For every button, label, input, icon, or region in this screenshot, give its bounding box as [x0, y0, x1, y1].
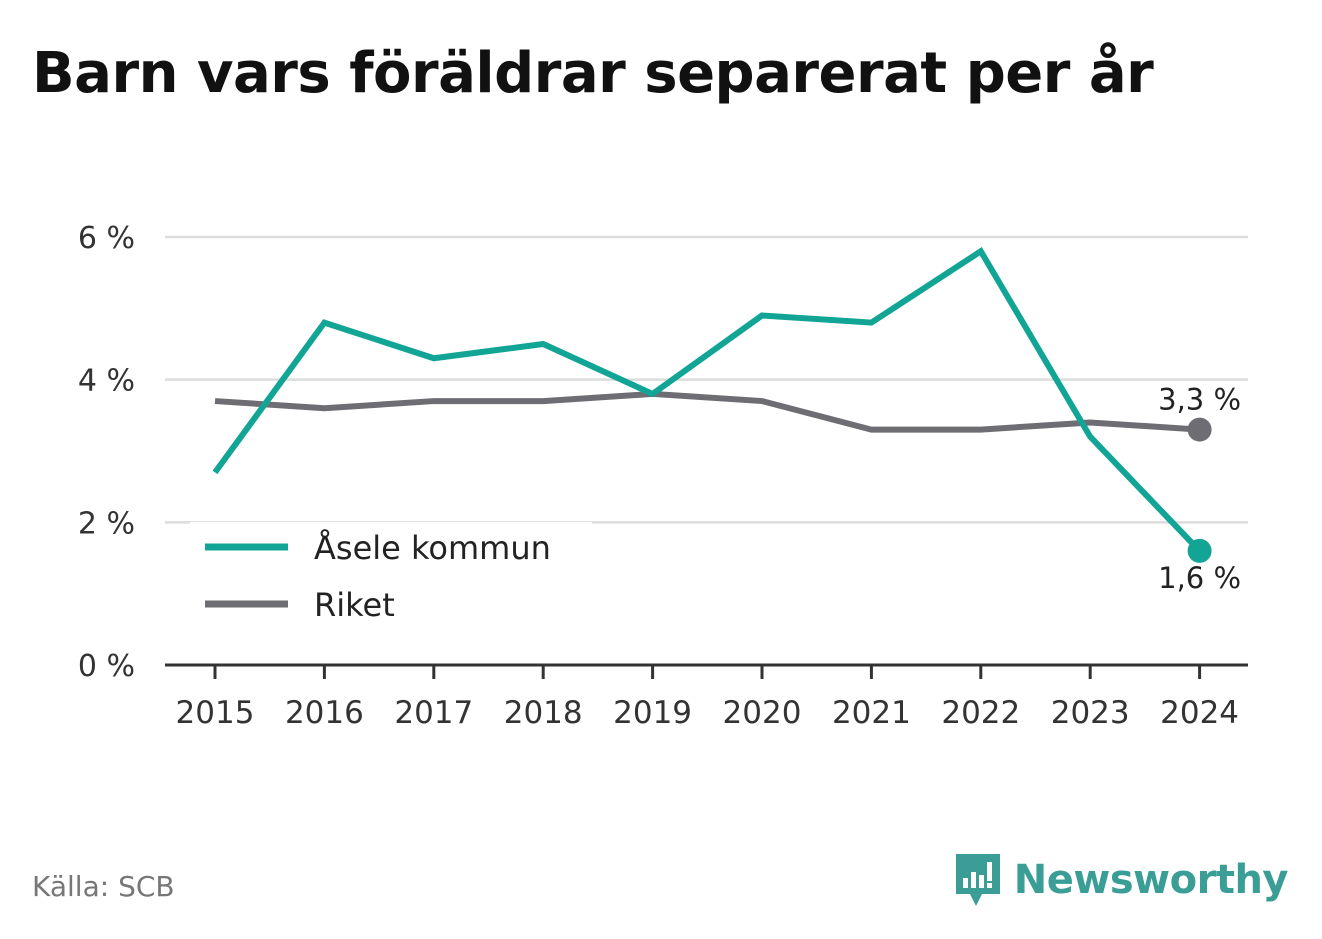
- series-end-point-0: [1187, 538, 1212, 563]
- x-tick-label: 2021: [832, 695, 911, 731]
- x-tick-label: 2024: [1160, 695, 1239, 731]
- brand-logo: Newsworthy: [952, 850, 1289, 910]
- y-axis-ticks: 0 % 2 % 4 % 6 %: [78, 221, 135, 684]
- x-tick-label: 2017: [394, 695, 473, 731]
- chart-title: Barn vars föräldrar separerat per år: [32, 41, 1154, 106]
- x-tick-label: 2023: [1051, 695, 1130, 731]
- legend-background: [190, 522, 592, 632]
- series-line-1: [214, 390, 1200, 433]
- legend-label: Riket: [314, 586, 395, 624]
- x-tick-label: 2018: [504, 695, 583, 731]
- end-label-riket: 3,3 %: [1158, 383, 1241, 417]
- brand-name: Newsworthy: [1013, 857, 1289, 903]
- series-end-point-1: [1187, 417, 1212, 442]
- series-lines: [212, 247, 1212, 563]
- grid-lines: [165, 235, 1248, 524]
- x-tick-label: 2015: [176, 695, 255, 731]
- end-label-asele: 1,6 %: [1158, 561, 1241, 595]
- x-axis: 2015 2016 2017 2018 2019 2020 2021 2022 2023 2024: [165, 663, 1248, 731]
- y-tick-label: 0 %: [78, 649, 135, 684]
- x-tick-label: 2016: [285, 695, 364, 731]
- x-tick-label: 2019: [613, 695, 692, 731]
- x-tick-label: 2022: [941, 695, 1020, 731]
- y-tick-label: 6 %: [78, 221, 135, 256]
- y-tick-label: 4 %: [78, 364, 135, 399]
- source-note: Källa: SCB: [32, 870, 175, 903]
- end-labels: 3,3 % 1,6 %: [1158, 383, 1241, 595]
- series-line-0: [212, 247, 1202, 553]
- y-tick-label: 2 %: [78, 506, 135, 541]
- newsworthy-logo-icon: [955, 854, 1000, 906]
- x-tick-label: 2020: [723, 695, 802, 731]
- legend: Åsele kommun Riket: [190, 522, 592, 632]
- legend-label: Åsele kommun: [314, 529, 551, 567]
